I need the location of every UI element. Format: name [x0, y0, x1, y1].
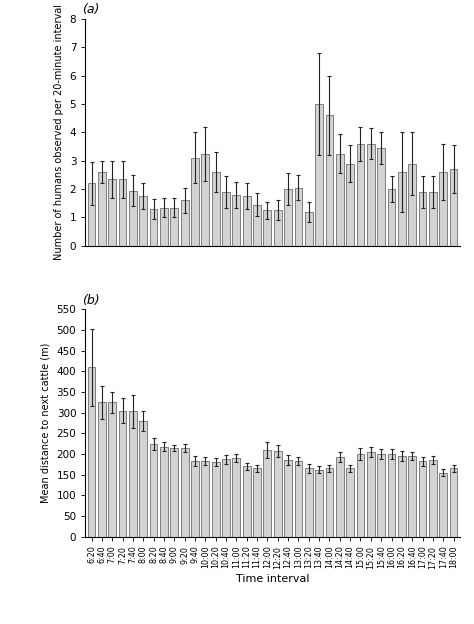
Bar — [232, 195, 240, 246]
Bar — [450, 169, 457, 246]
Bar — [253, 205, 261, 246]
Bar — [181, 200, 189, 246]
Bar — [118, 179, 127, 246]
Bar — [294, 461, 302, 537]
Bar — [336, 154, 344, 246]
Bar — [160, 208, 168, 246]
Bar — [129, 190, 137, 246]
Bar — [212, 462, 219, 537]
Bar — [398, 456, 406, 537]
Bar — [429, 192, 437, 246]
Bar — [367, 144, 375, 246]
Bar — [264, 210, 271, 246]
X-axis label: Time interval: Time interval — [236, 574, 310, 584]
Bar — [253, 469, 261, 537]
Bar — [222, 459, 230, 537]
Bar — [191, 461, 199, 537]
Text: (b): (b) — [82, 294, 99, 307]
Bar — [294, 188, 302, 246]
Bar — [315, 470, 323, 537]
Bar — [222, 192, 230, 246]
Bar — [408, 456, 416, 537]
Bar — [160, 447, 168, 537]
Bar — [377, 454, 385, 537]
Bar — [346, 469, 354, 537]
Bar — [419, 192, 427, 246]
Bar — [419, 462, 427, 537]
Bar — [377, 148, 385, 246]
Bar — [388, 189, 395, 246]
Bar — [274, 451, 282, 537]
Bar — [191, 158, 199, 246]
Bar — [98, 172, 106, 246]
Y-axis label: Number of humans observed per 20-minute interval: Number of humans observed per 20-minute … — [54, 4, 64, 260]
Bar — [326, 115, 333, 246]
Bar — [274, 210, 282, 246]
Bar — [109, 402, 116, 537]
Bar — [356, 454, 365, 537]
Bar — [356, 144, 365, 246]
Bar — [150, 209, 157, 246]
Bar — [212, 172, 219, 246]
Bar — [284, 189, 292, 246]
Bar — [109, 179, 116, 246]
Bar — [284, 461, 292, 537]
Bar — [88, 368, 95, 537]
Bar — [398, 172, 406, 246]
Bar — [88, 183, 95, 246]
Bar — [429, 461, 437, 537]
Bar — [388, 454, 395, 537]
Bar — [305, 469, 313, 537]
Bar — [129, 411, 137, 537]
Bar — [232, 458, 240, 537]
Bar — [346, 163, 354, 246]
Bar — [243, 466, 251, 537]
Bar — [150, 444, 157, 537]
Bar — [408, 163, 416, 246]
Bar — [439, 472, 447, 537]
Bar — [243, 196, 251, 246]
Bar — [264, 450, 271, 537]
Bar — [315, 104, 323, 246]
Text: (a): (a) — [82, 4, 99, 16]
Bar — [336, 457, 344, 537]
Bar — [98, 402, 106, 537]
Bar — [201, 461, 209, 537]
Bar — [367, 452, 375, 537]
Y-axis label: Mean distance to next cattle (m): Mean distance to next cattle (m) — [41, 343, 51, 503]
Bar — [170, 448, 178, 537]
Bar — [326, 469, 333, 537]
Bar — [170, 208, 178, 246]
Bar — [305, 212, 313, 246]
Bar — [450, 469, 457, 537]
Bar — [201, 154, 209, 246]
Bar — [439, 172, 447, 246]
Bar — [139, 196, 147, 246]
Bar — [118, 411, 127, 537]
Bar — [139, 421, 147, 537]
Bar — [181, 448, 189, 537]
